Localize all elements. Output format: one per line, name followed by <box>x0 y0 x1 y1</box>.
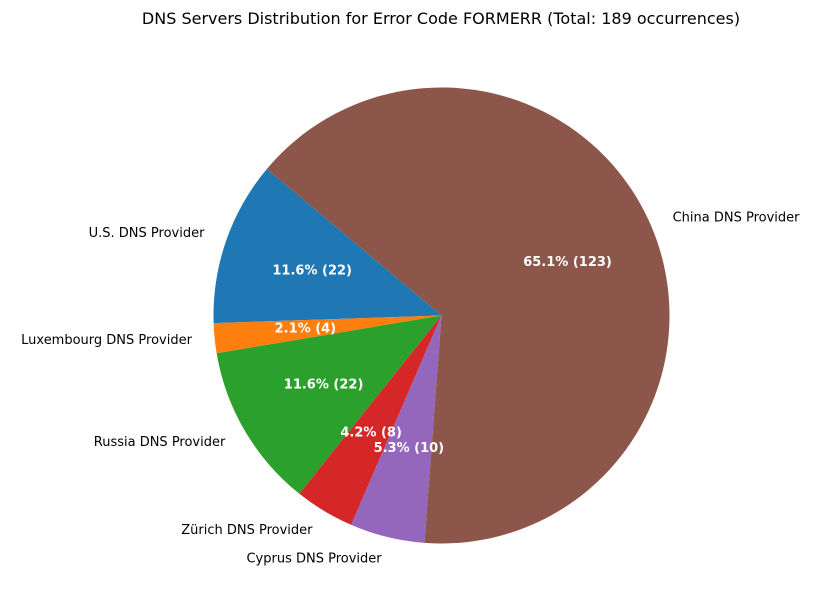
slice-label-5: China DNS Provider <box>673 211 801 226</box>
slice-label-0: U.S. DNS Provider <box>89 226 205 241</box>
pie-slice-2 <box>216 315 442 494</box>
slice-label-4: Cyprus DNS Provider <box>246 552 382 567</box>
slice-percent-5: 65.1% (123) <box>523 255 612 270</box>
pie-slices <box>213 87 670 544</box>
pie-slice-1 <box>213 315 442 354</box>
pie-slice-5 <box>266 87 670 544</box>
pie-slice-3 <box>299 315 442 525</box>
slice-percent-labels: 11.6% (22) 2.1% (4) 11.6% (22) 4.2% (8)5.3%… <box>272 255 612 456</box>
slice-label-3: Zürich DNS Provider <box>181 523 313 538</box>
slice-label-1: Luxembourg DNS Provider <box>21 333 192 348</box>
pie-slice-4 <box>351 315 442 543</box>
slice-percent-4: 5.3% (10) <box>374 441 445 456</box>
pie-slice-0 <box>213 168 442 324</box>
slice-percent-3: 4.2% (8) <box>340 425 402 440</box>
slice-percent-2: 11.6% (22) <box>284 377 364 392</box>
slice-percent-0: 11.6% (22) <box>272 263 352 278</box>
slice-labels: U.S. DNS Provider Luxembourg DNS Provider… <box>21 211 800 567</box>
slice-percent-1: 2.1% (4) <box>275 322 337 337</box>
chart-title: DNS Servers Distribution for Error Code … <box>142 9 740 28</box>
slice-label-2: Russia DNS Provider <box>94 435 226 450</box>
